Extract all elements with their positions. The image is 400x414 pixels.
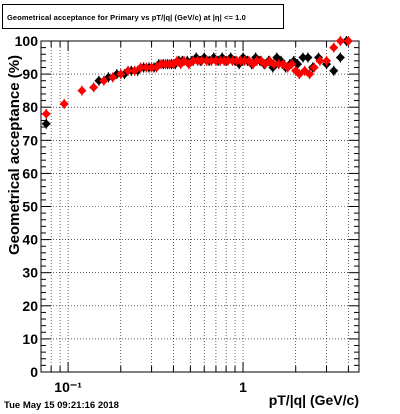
chart-title: Geometrical acceptance for Primary vs pT… (7, 13, 246, 22)
red-data-point (147, 62, 157, 72)
y-tick-label: 100 (15, 33, 39, 49)
x-tick-label: 10⁻¹ (54, 379, 82, 395)
red-data-point (116, 69, 126, 79)
red-data-point (77, 86, 87, 96)
black-data-point (329, 66, 339, 76)
x-axis-label: pT/|q| (GeV/c) (269, 392, 359, 408)
red-data-point (329, 43, 339, 53)
red-data-point (108, 72, 118, 82)
y-tick-label: 40 (22, 232, 38, 248)
black-data-point (335, 53, 345, 63)
y-tick-label: 70 (22, 132, 38, 148)
black-data-point (41, 119, 51, 129)
red-data-point (99, 76, 109, 86)
y-tick-label: 60 (22, 165, 38, 181)
black-data-point (94, 76, 104, 86)
y-tick-label: 50 (22, 199, 38, 215)
chart-title-box: Geometrical acceptance for Primary vs pT… (2, 4, 284, 29)
red-data-point (305, 69, 315, 79)
marks-layer (41, 36, 353, 129)
red-data-point (141, 62, 151, 72)
red-data-point (343, 36, 353, 46)
red-data-point (136, 62, 146, 72)
y-tick-label: 10 (22, 331, 38, 347)
y-axis-label: Geometrical acceptance (%) (6, 55, 23, 255)
red-data-point (197, 56, 207, 66)
red-data-point (274, 59, 284, 69)
y-tick-label: 20 (22, 298, 38, 314)
timestamp: Tue May 15 09:21:16 2018 (4, 400, 119, 411)
red-data-point (202, 56, 212, 66)
red-data-point (269, 59, 279, 69)
red-data-point (130, 66, 140, 76)
y-tick-label: 90 (22, 66, 38, 82)
y-tick-label: 0 (30, 364, 38, 380)
red-data-point (309, 62, 319, 72)
x-tick-label: 1 (239, 379, 247, 395)
grid-layer (41, 41, 359, 372)
red-data-point (315, 56, 325, 66)
red-data-point (41, 109, 51, 119)
red-data-point (59, 99, 69, 109)
red-data-point (287, 59, 297, 69)
black-data-point (303, 53, 313, 63)
red-data-point (248, 59, 258, 69)
red-data-point (89, 82, 99, 92)
red-data-point (335, 36, 345, 46)
y-tick-label: 30 (22, 265, 38, 281)
red-data-point (123, 66, 133, 76)
y-tick-label: 80 (22, 99, 38, 115)
labels-layer: 0 10 20 30 40 50 60 70 80 90 100 10⁻¹ 1 (15, 33, 248, 395)
black-data-point (298, 53, 308, 63)
red-data-point (322, 56, 332, 66)
